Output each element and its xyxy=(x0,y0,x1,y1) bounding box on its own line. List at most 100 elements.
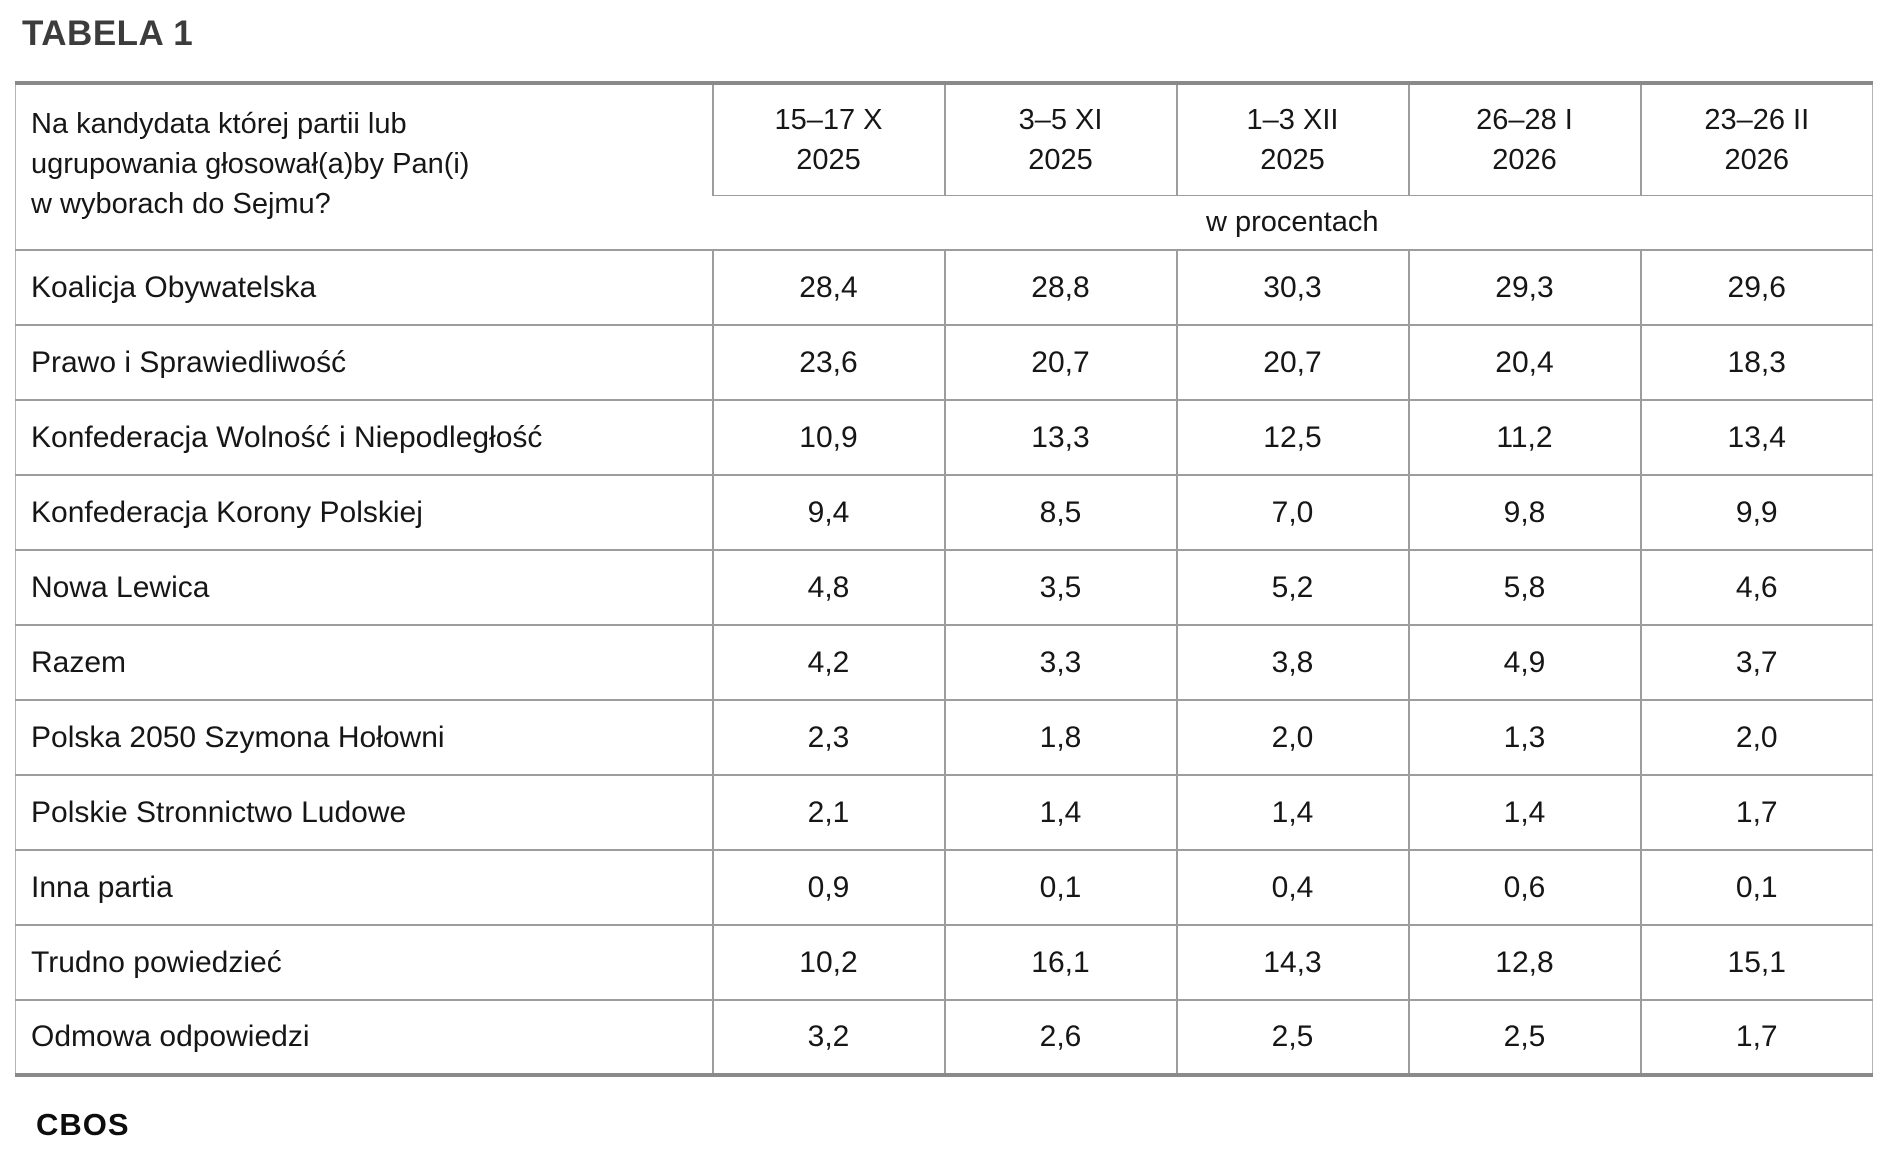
value-cell: 0,1 xyxy=(943,850,1177,926)
wave-year: 2026 xyxy=(1492,143,1557,176)
value-cell: 28,8 xyxy=(943,250,1177,326)
value-cell: 9,9 xyxy=(1639,475,1873,551)
table-row: Polska 2050 Szymona Hołowni 2,3 1,8 2,0 … xyxy=(15,700,1873,776)
wave-period: 23–26 II xyxy=(1704,103,1810,136)
value-cell: 5,8 xyxy=(1407,550,1641,626)
table-row: Konfederacja Wolność i Niepodległość 10,… xyxy=(15,400,1873,476)
column-header-wave-2: 3–5 XI 2025 xyxy=(943,83,1177,196)
column-header-wave-1: 15–17 X 2025 xyxy=(711,83,945,196)
value-cell: 2,3 xyxy=(711,700,945,776)
value-cell: 4,2 xyxy=(711,625,945,701)
table-row: Nowa Lewica 4,8 3,5 5,2 5,8 4,6 xyxy=(15,550,1873,626)
value-cell: 14,3 xyxy=(1175,925,1409,1001)
value-cell: 0,1 xyxy=(1639,850,1873,926)
value-cell: 2,5 xyxy=(1175,1000,1409,1076)
value-cell: 2,1 xyxy=(711,775,945,851)
party-label-cell: Odmowa odpowiedzi xyxy=(15,1000,713,1076)
party-label-cell: Prawo i Sprawiedliwość xyxy=(15,325,713,401)
cbos-logo: CBOS xyxy=(36,1107,130,1142)
question-line: Na kandydata której partii lub xyxy=(31,108,407,140)
table-row: Polskie Stronnictwo Ludowe 2,1 1,4 1,4 1… xyxy=(15,775,1873,851)
column-header-wave-3: 1–3 XII 2025 xyxy=(1175,83,1409,196)
wave-period: 15–17 X xyxy=(774,103,883,136)
party-label-cell: Konfederacja Korony Polskiej xyxy=(15,475,713,551)
table-row: Koalicja Obywatelska 28,4 28,8 30,3 29,3… xyxy=(15,250,1873,326)
party-label-cell: Koalicja Obywatelska xyxy=(15,250,713,326)
header-row-dates: Na kandydata której partii lub ugrupowan… xyxy=(15,83,1873,251)
value-cell: 3,7 xyxy=(1639,625,1873,701)
table-row: Odmowa odpowiedzi 3,2 2,6 2,5 2,5 1,7 xyxy=(15,1000,1873,1076)
column-header-wave-4: 26–28 I 2026 xyxy=(1407,83,1641,196)
value-cell: 2,6 xyxy=(943,1000,1177,1076)
wave-period: 26–28 I xyxy=(1476,103,1573,136)
value-cell: 0,9 xyxy=(711,850,945,926)
table-row: Prawo i Sprawiedliwość 23,6 20,7 20,7 20… xyxy=(15,325,1873,401)
value-cell: 3,5 xyxy=(943,550,1177,626)
table-row: Trudno powiedzieć 10,2 16,1 14,3 12,8 15… xyxy=(15,925,1873,1001)
wave-period: 1–3 XII xyxy=(1246,103,1339,136)
value-cell: 10,2 xyxy=(711,925,945,1001)
value-cell: 18,3 xyxy=(1639,325,1873,401)
value-cell: 15,1 xyxy=(1639,925,1873,1001)
value-cell: 29,3 xyxy=(1407,250,1641,326)
page-title: TABELA 1 xyxy=(22,14,194,53)
party-label-cell: Razem xyxy=(15,625,713,701)
party-label-cell: Polskie Stronnictwo Ludowe xyxy=(15,775,713,851)
wave-year: 2026 xyxy=(1724,143,1789,176)
value-cell: 1,7 xyxy=(1639,1000,1873,1076)
wave-year: 2025 xyxy=(796,143,861,176)
column-header-wave-5: 23–26 II 2026 xyxy=(1639,83,1873,196)
table-row: Razem 4,2 3,3 3,8 4,9 3,7 xyxy=(15,625,1873,701)
value-cell: 0,4 xyxy=(1175,850,1409,926)
wave-year: 2025 xyxy=(1260,143,1325,176)
party-label-cell: Inna partia xyxy=(15,850,713,926)
value-cell: 4,8 xyxy=(711,550,945,626)
table-row: Konfederacja Korony Polskiej 9,4 8,5 7,0… xyxy=(15,475,1873,551)
value-cell: 1,4 xyxy=(1407,775,1641,851)
party-label-cell: Konfederacja Wolność i Niepodległość xyxy=(15,400,713,476)
wave-period: 3–5 XI xyxy=(1018,103,1103,136)
value-cell: 12,8 xyxy=(1407,925,1641,1001)
value-cell: 4,9 xyxy=(1407,625,1641,701)
value-cell: 16,1 xyxy=(943,925,1177,1001)
value-cell: 20,7 xyxy=(943,325,1177,401)
value-cell: 2,5 xyxy=(1407,1000,1641,1076)
value-cell: 10,9 xyxy=(711,400,945,476)
value-cell: 11,2 xyxy=(1407,400,1641,476)
value-cell: 12,5 xyxy=(1175,400,1409,476)
value-cell: 8,5 xyxy=(943,475,1177,551)
table-row: Inna partia 0,9 0,1 0,4 0,6 0,1 xyxy=(15,850,1873,926)
value-cell: 1,8 xyxy=(943,700,1177,776)
party-label-cell: Trudno powiedzieć xyxy=(15,925,713,1001)
value-cell: 13,3 xyxy=(943,400,1177,476)
value-cell: 29,6 xyxy=(1639,250,1873,326)
value-cell: 0,6 xyxy=(1407,850,1641,926)
value-cell: 20,7 xyxy=(1175,325,1409,401)
value-cell: 3,2 xyxy=(711,1000,945,1076)
value-cell: 28,4 xyxy=(711,250,945,326)
wave-year: 2025 xyxy=(1028,143,1093,176)
poll-results-table: Na kandydata której partii lub ugrupowan… xyxy=(15,81,1873,1077)
value-cell: 1,7 xyxy=(1639,775,1873,851)
unit-label: w procentach xyxy=(712,195,1873,251)
value-cell: 1,4 xyxy=(1175,775,1409,851)
value-cell: 9,8 xyxy=(1407,475,1641,551)
value-cell: 30,3 xyxy=(1175,250,1409,326)
value-cell: 7,0 xyxy=(1175,475,1409,551)
value-cell: 9,4 xyxy=(711,475,945,551)
value-cell: 1,3 xyxy=(1407,700,1641,776)
party-label-cell: Nowa Lewica xyxy=(15,550,713,626)
value-cell: 1,4 xyxy=(943,775,1177,851)
question-line: w wyborach do Sejmu? xyxy=(31,188,331,220)
value-cell: 5,2 xyxy=(1175,550,1409,626)
value-cell: 2,0 xyxy=(1639,700,1873,776)
value-cell: 4,6 xyxy=(1639,550,1873,626)
value-cell: 3,8 xyxy=(1175,625,1409,701)
value-cell: 2,0 xyxy=(1175,700,1409,776)
value-cell: 3,3 xyxy=(943,625,1177,701)
value-cell: 13,4 xyxy=(1639,400,1873,476)
value-cell: 23,6 xyxy=(711,325,945,401)
question-line: ugrupowania głosował(a)by Pan(i) xyxy=(31,148,470,180)
question-cell: Na kandydata której partii lub ugrupowan… xyxy=(15,83,713,251)
value-cell: 20,4 xyxy=(1407,325,1641,401)
